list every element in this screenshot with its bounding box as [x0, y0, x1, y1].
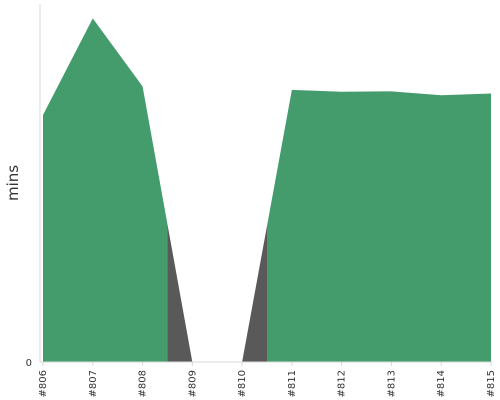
- plot-area: [43, 18, 491, 363]
- x-tick-label: #813: [386, 370, 397, 397]
- series-area-segment-1: [267, 89, 491, 363]
- x-tick-label: #812: [337, 370, 348, 397]
- x-tick-label: #807: [88, 370, 99, 397]
- series-area-segment-0: [43, 18, 168, 362]
- y-tick-zero: 0: [26, 358, 32, 369]
- x-tick-label: #811: [287, 370, 298, 397]
- x-tick-label: #815: [486, 370, 497, 397]
- x-axis-ticks: #806 #807 #808 #809 #810 #811 #812 #813 #814 #815: [38, 362, 497, 397]
- x-tick-label: #806: [38, 370, 49, 397]
- x-tick-label: #808: [138, 370, 149, 397]
- gap-segment-2: [167, 224, 193, 362]
- gap-segment-4: [242, 225, 267, 362]
- y-axis-label: mins: [4, 165, 22, 201]
- x-tick-label: #809: [187, 370, 198, 397]
- x-tick-label: #814: [436, 370, 447, 397]
- x-tick-label: #810: [237, 370, 248, 397]
